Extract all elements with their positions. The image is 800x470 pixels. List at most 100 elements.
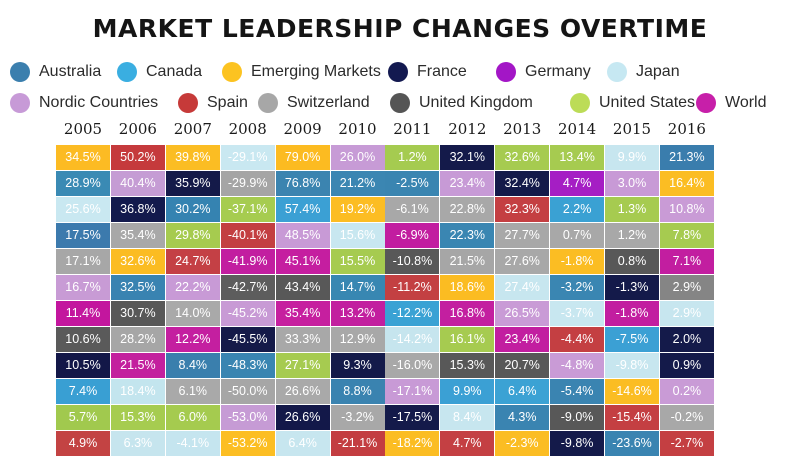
return-cell: -9.8% (605, 353, 659, 378)
legend-swatch (607, 62, 627, 82)
legend-swatch (178, 93, 198, 113)
return-cell: -4.4% (550, 327, 605, 352)
return-cell: 6.4% (275, 431, 330, 456)
return-cell: 0.8% (605, 249, 659, 274)
legend-swatch (10, 93, 30, 113)
return-cell: 2.9% (659, 275, 714, 300)
return-cell: 79.0% (275, 145, 330, 170)
return-cell: -4.8% (550, 353, 605, 378)
return-cell: 7.8% (659, 223, 714, 248)
legend-label: Canada (146, 63, 203, 80)
return-cell: 32.6% (110, 249, 165, 274)
return-cell: -10.8% (385, 249, 440, 274)
return-cell: -40.1% (220, 223, 275, 248)
return-cell: 14.0% (165, 301, 220, 326)
year-header: 2008 (228, 120, 267, 138)
return-cell: 15.3% (110, 405, 165, 430)
return-cell: 6.1% (165, 379, 220, 404)
return-cell: -1.8% (605, 301, 659, 326)
legend-label: Emerging Markets (251, 63, 381, 80)
return-cell: -23.6% (605, 431, 659, 456)
year-header: 2012 (448, 120, 487, 138)
year-header: 2014 (558, 120, 597, 138)
return-cell: -42.7% (220, 275, 275, 300)
return-cell: 29.8% (165, 223, 220, 248)
return-cell: 15.5% (330, 249, 385, 274)
legend-swatch (258, 93, 278, 113)
legend-label: Spain (207, 94, 248, 111)
return-cell: 10.6% (56, 327, 110, 352)
return-cell: -37.1% (220, 197, 275, 222)
return-cell: 5.7% (56, 405, 110, 430)
year-header: 2006 (118, 120, 157, 138)
return-cell: 22.2% (165, 275, 220, 300)
return-cell: 17.5% (56, 223, 110, 248)
legend-item: France (388, 60, 467, 84)
return-cell: 25.6% (56, 197, 110, 222)
return-cell: 1.2% (605, 223, 659, 248)
return-cell: 1.3% (605, 197, 659, 222)
return-cell: 8.4% (440, 405, 495, 430)
legend-label: United States (599, 94, 696, 111)
return-cell: -53.0% (220, 405, 275, 430)
return-cell: 21.5% (110, 353, 165, 378)
year-header: 2009 (283, 120, 322, 138)
return-cell: 4.3% (495, 405, 550, 430)
legend-swatch (570, 93, 590, 113)
legend-swatch (496, 62, 516, 82)
return-cell: 40.4% (110, 171, 165, 196)
return-cell: 11.4% (56, 301, 110, 326)
return-cell: 24.7% (165, 249, 220, 274)
return-cell: 18.6% (440, 275, 495, 300)
returns-grid: 34.5% 28.9% 25.6% 17.5% 17.1% 16.7% 11.4% 10.6%… (56, 145, 720, 457)
return-cell: 48.5% (275, 223, 330, 248)
return-cell: 4.7% (550, 171, 605, 196)
chart-title: MARKET LEADERSHIP CHANGES OVERTIME (92, 14, 708, 43)
legend-swatch (222, 62, 242, 82)
return-cell: 13.4% (550, 145, 605, 170)
return-cell: 45.1% (275, 249, 330, 274)
return-cell: -6.1% (385, 197, 440, 222)
legend-item: Canada (117, 60, 202, 84)
return-cell: 2.0% (659, 327, 714, 352)
return-cell: -6.9% (385, 223, 440, 248)
year-header-row: 2005 2006 2007 2008 2009 2010 2011 2012 2013 2014… (56, 120, 720, 142)
legend-label: Nordic Countries (39, 94, 159, 111)
return-cell: 6.3% (110, 431, 165, 456)
return-cell: -14.2% (385, 327, 440, 352)
return-cell: -53.2% (220, 431, 275, 456)
return-cell: 7.1% (659, 249, 714, 274)
legend-label: Japan (636, 63, 680, 80)
return-cell: 26.6% (275, 405, 330, 430)
year-header: 2010 (338, 120, 377, 138)
return-cell: 6.4% (495, 379, 550, 404)
return-cell: -1.8% (550, 249, 605, 274)
return-cell: -18.2% (385, 431, 440, 456)
year-header: 2005 (63, 120, 103, 138)
return-cell: -50.0% (220, 379, 275, 404)
return-cell: 27.7% (495, 223, 550, 248)
return-cell: 1.2% (385, 145, 440, 170)
return-cell: 0.2% (659, 379, 714, 404)
return-cell: 30.2% (165, 197, 220, 222)
legend-swatch (390, 93, 410, 113)
return-cell: -48.3% (220, 353, 275, 378)
year-header: 2016 (667, 120, 706, 138)
return-cell: 23.4% (440, 171, 495, 196)
return-cell: 28.9% (56, 171, 110, 196)
return-cell: 35.9% (165, 171, 220, 196)
legend-item: Japan (607, 60, 680, 84)
return-cell: -1.3% (605, 275, 659, 300)
return-cell: 2.9% (659, 301, 714, 326)
return-cell: 3.0% (605, 171, 659, 196)
legend-swatch (117, 62, 137, 82)
return-cell: -9.8% (550, 431, 605, 456)
return-cell: -5.4% (550, 379, 605, 404)
return-cell: 12.2% (165, 327, 220, 352)
return-cell: -11.2% (385, 275, 440, 300)
return-cell: 12.9% (330, 327, 385, 352)
legend-item: Switzerland (258, 91, 370, 115)
return-cell: 17.1% (56, 249, 110, 274)
return-cell: 7.4% (56, 379, 110, 404)
return-cell: 16.8% (440, 301, 495, 326)
